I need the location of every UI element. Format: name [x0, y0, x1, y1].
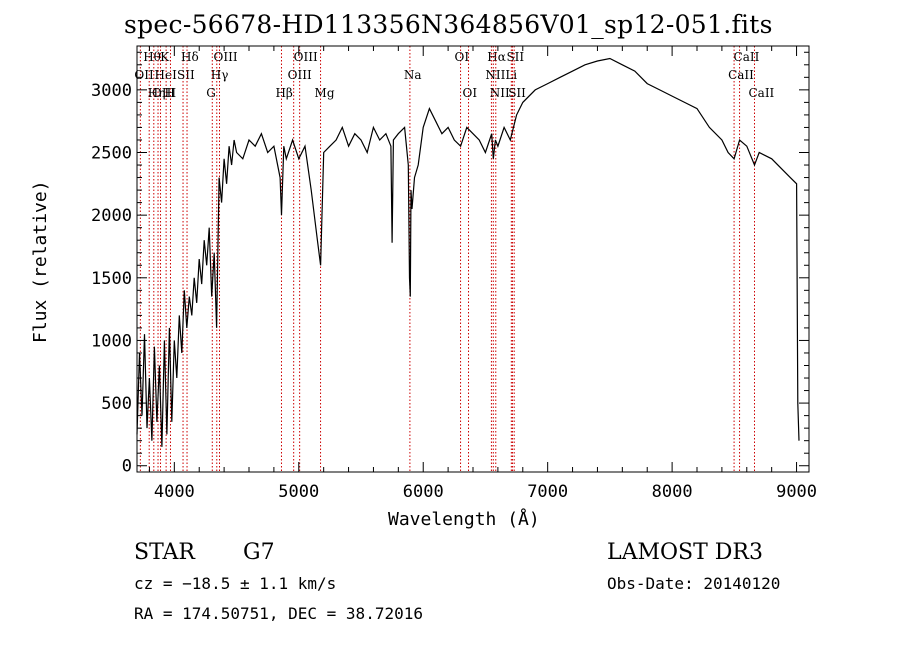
obs-date-text: Obs-Date: 20140120: [607, 574, 781, 593]
spectral-line-label: G: [206, 86, 216, 100]
spectral-line-label: HeI: [155, 68, 178, 82]
redshift-text: cz = −18.5 ± 1.1 km/s: [134, 574, 337, 593]
spectrum-line: [136, 57, 800, 447]
spectral-line-label: CaII: [734, 50, 760, 64]
spectral-line-label: Hγ: [211, 68, 229, 82]
x-tick-label: 9000: [776, 482, 817, 502]
spectral-line-label: Hδ: [181, 50, 199, 64]
spectral-line-label: OIII: [294, 50, 318, 64]
spectral-line-label: OI: [455, 50, 470, 64]
spectral-line-label: Hβ: [275, 86, 292, 100]
y-tick-label: 2500: [91, 144, 132, 164]
spectral-line-label: Hη: [148, 86, 166, 100]
y-tick-label: 0: [122, 457, 132, 477]
spectral-line-label: H: [164, 86, 174, 100]
spectral-line-label: K: [160, 50, 170, 64]
y-tick-label: 500: [101, 394, 132, 414]
data-release: LAMOST DR3: [607, 540, 763, 565]
y-tick-label: 1000: [91, 331, 132, 351]
y-tick-label: 3000: [91, 81, 132, 101]
spectral-line-label: Mg: [315, 86, 335, 100]
spectral-line-label: Na: [404, 68, 422, 82]
spectral-line-label: CaII: [748, 86, 774, 100]
y-tick-label: 1500: [91, 269, 132, 289]
spectral-line-label: OI: [463, 86, 478, 100]
spectral-line-label: SII: [177, 68, 195, 82]
x-tick-label: 5000: [278, 482, 319, 502]
spectral-line-label: CaII: [728, 68, 754, 82]
y-tick-label: 2000: [91, 206, 132, 226]
spectral-line-label: OIII: [288, 68, 312, 82]
spectral-line-label: SII: [506, 50, 524, 64]
x-axis-label: Wavelength (Å): [388, 509, 540, 530]
y-axis-label: Flux (relative): [30, 180, 51, 343]
spectral-line-label: Hα: [487, 50, 506, 64]
chart-title: spec-56678-HD113356N364856V01_sp12-051.f…: [124, 10, 773, 39]
object-subclass: G7: [243, 540, 275, 565]
x-tick-label: 7000: [527, 482, 568, 502]
spectral-line-label: OIII: [214, 50, 238, 64]
x-tick-label: 8000: [652, 482, 693, 502]
spectral-line-label: SII: [508, 86, 526, 100]
x-tick-label: 6000: [403, 482, 444, 502]
object-class: STAR: [134, 540, 195, 565]
spectral-line-label: OII: [134, 68, 154, 82]
spectral-line-label: NII: [490, 86, 510, 100]
spectral-line-label: Li: [505, 68, 517, 82]
plot-frame: [136, 45, 810, 473]
spectral-line-label: Hθ: [143, 50, 161, 64]
x-tick-label: 4000: [154, 482, 195, 502]
coordinates-text: RA = 174.50751, DEC = 38.72016: [134, 604, 423, 623]
